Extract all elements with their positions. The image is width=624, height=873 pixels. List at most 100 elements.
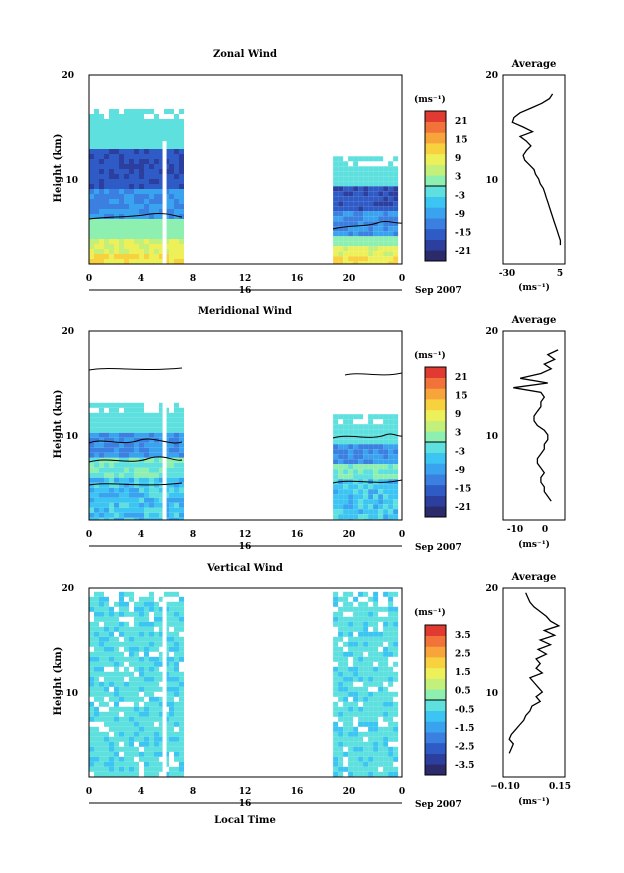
wind-cell: [169, 109, 174, 114]
wind-cell: [363, 636, 369, 642]
wind-cell: [124, 517, 129, 520]
contour-line: [88, 212, 183, 220]
wind-cell: [139, 209, 144, 214]
wind-cell: [358, 686, 364, 692]
wind-cell: [333, 499, 339, 505]
wind-cell: [388, 166, 394, 172]
wind-cell: [114, 244, 119, 249]
wind-cell: [378, 726, 384, 732]
wind-cell: [174, 721, 179, 727]
wind-cell: [333, 656, 339, 662]
colorbar-swatch: [425, 377, 446, 389]
wind-cell: [179, 626, 184, 632]
wind-cell: [338, 176, 344, 182]
wind-cell: [338, 231, 344, 237]
wind-cell: [134, 244, 139, 249]
wind-cell: [333, 636, 339, 642]
wind-cell: [134, 611, 139, 617]
wind-cell: [134, 731, 139, 737]
wind-cell: [348, 691, 354, 697]
wind-cell: [393, 211, 399, 217]
wind-cell: [368, 504, 374, 510]
wind-cell: [358, 766, 364, 772]
wind-cell: [134, 124, 139, 129]
wind-cell: [363, 464, 369, 470]
wind-cell: [134, 219, 139, 224]
wind-cell: [134, 721, 139, 727]
wind-cell: [139, 204, 144, 209]
wind-cell: [179, 636, 184, 642]
wind-cell: [149, 696, 154, 702]
wind-cell: [144, 417, 149, 423]
wind-cell: [124, 606, 129, 612]
wind-cell: [89, 154, 94, 159]
y-axis-label: Height (km): [53, 134, 64, 203]
wind-cell: [353, 191, 359, 197]
wind-cell: [169, 611, 174, 617]
wind-cell: [159, 224, 164, 229]
wind-cell: [89, 636, 94, 642]
wind-cell: [353, 454, 359, 460]
wind-cell: [149, 194, 154, 199]
wind-cell: [139, 159, 144, 164]
wind-cell: [144, 606, 149, 612]
wind-cell: [89, 482, 94, 488]
wind-cell: [129, 442, 134, 448]
wind-cell: [169, 771, 174, 777]
wind-cell: [363, 156, 369, 162]
wind-cell: [149, 457, 154, 463]
wind-cell: [174, 417, 179, 423]
wind-cell: [169, 164, 174, 169]
wind-cell: [134, 666, 139, 672]
wind-cell: [124, 437, 129, 443]
wind-cell: [383, 716, 389, 722]
wind-cell: [104, 631, 109, 637]
wind-cell: [368, 716, 374, 722]
wind-cell: [129, 457, 134, 463]
wind-cell: [134, 457, 139, 463]
wind-cell: [338, 459, 344, 465]
wind-cell: [89, 497, 94, 503]
wind-cell: [104, 259, 109, 264]
wind-cell: [378, 171, 384, 177]
wind-cell: [333, 489, 339, 495]
wind-cell: [333, 171, 339, 177]
wind-cell: [393, 771, 399, 777]
wind-cell: [383, 661, 389, 667]
wind-cell: [378, 176, 384, 182]
wind-cell: [134, 726, 139, 732]
wind-cell: [154, 199, 159, 204]
wind-cell: [343, 686, 349, 692]
wind-cell: [159, 661, 164, 667]
wind-cell: [348, 766, 354, 772]
wind-cell: [104, 467, 109, 473]
wind-cell: [174, 756, 179, 762]
wind-cell: [333, 756, 339, 762]
wind-cell: [373, 196, 379, 202]
wind-cell: [169, 442, 174, 448]
wind-cell: [94, 601, 99, 607]
wind-cell: [144, 746, 149, 752]
wind-cell: [104, 497, 109, 503]
wind-cell: [348, 736, 354, 742]
wind-cell: [338, 661, 344, 667]
wind-cell: [159, 512, 164, 518]
wind-cell: [363, 469, 369, 475]
wind-cell: [333, 766, 339, 772]
wind-cell: [129, 204, 134, 209]
wind-cell: [373, 444, 379, 450]
wind-cell: [393, 414, 399, 420]
plot-frame: [88, 587, 403, 778]
colorbar-tick-label: 3: [455, 173, 461, 183]
wind-cell: [154, 214, 159, 219]
wind-cell: [174, 636, 179, 642]
wind-cell: [169, 169, 174, 174]
wind-cell: [388, 424, 394, 430]
wind-cell: [134, 462, 139, 468]
wind-cell: [104, 189, 109, 194]
wind-cell: [119, 721, 124, 727]
wind-cell: [149, 149, 154, 154]
wind-cell: [348, 621, 354, 627]
